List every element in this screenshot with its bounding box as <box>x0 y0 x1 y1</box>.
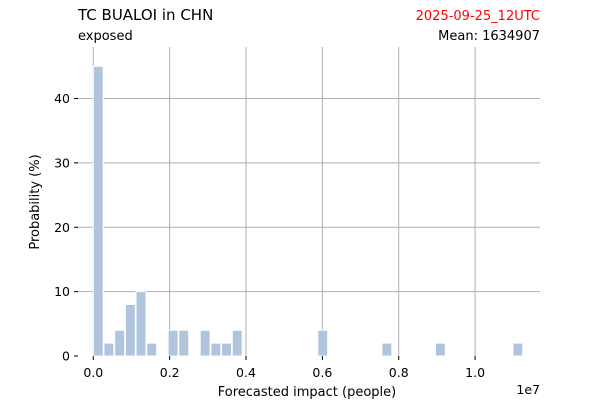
chart-title: TC BUALOI in CHN <box>77 6 213 24</box>
x-axis-ticks: 0.0 0.2 0.4 0.6 0.8 1.0 <box>83 356 485 380</box>
histogram-bar <box>146 342 158 357</box>
histogram-bar <box>199 329 211 357</box>
mean-value: Mean: 1634907 <box>438 29 540 44</box>
histogram-bar <box>92 65 104 357</box>
x-tick-label: 1.0 <box>465 365 485 380</box>
chart-subtitle: exposed <box>78 29 133 44</box>
histogram-bar <box>114 329 126 357</box>
x-tick-label: 0.2 <box>160 365 180 380</box>
histogram-bar <box>231 329 243 357</box>
y-tick-label: 40 <box>54 91 70 106</box>
histogram-bar <box>317 329 329 357</box>
histogram-bar <box>124 304 136 357</box>
y-tick-label: 10 <box>54 284 70 299</box>
histogram-bar <box>167 329 179 357</box>
histogram-bar <box>178 329 190 357</box>
histogram-bar <box>512 342 524 357</box>
y-tick-label: 0 <box>62 349 70 364</box>
histogram-bar <box>381 342 393 357</box>
histogram-bar <box>221 342 232 357</box>
y-tick-label: 20 <box>54 220 70 235</box>
x-axis-offset-label: 1e7 <box>516 382 540 397</box>
histogram-bar <box>103 342 115 357</box>
grid-lines <box>78 47 540 356</box>
histogram-bar <box>434 342 446 357</box>
histogram-bar <box>210 342 222 357</box>
x-axis-label: Forecasted impact (people) <box>218 385 396 400</box>
y-axis-ticks: 0 10 20 30 40 <box>54 91 78 364</box>
x-tick-label: 0.8 <box>389 365 409 380</box>
histogram-bar <box>135 291 147 357</box>
forecast-date: 2025-09-25_12UTC <box>416 9 540 24</box>
y-tick-label: 30 <box>54 155 70 170</box>
x-tick-label: 0.6 <box>312 365 332 380</box>
y-axis-label: Probability (%) <box>28 154 43 249</box>
x-tick-label: 0.4 <box>236 365 256 380</box>
x-tick-label: 0.0 <box>83 365 103 380</box>
bars-layer <box>92 65 524 357</box>
